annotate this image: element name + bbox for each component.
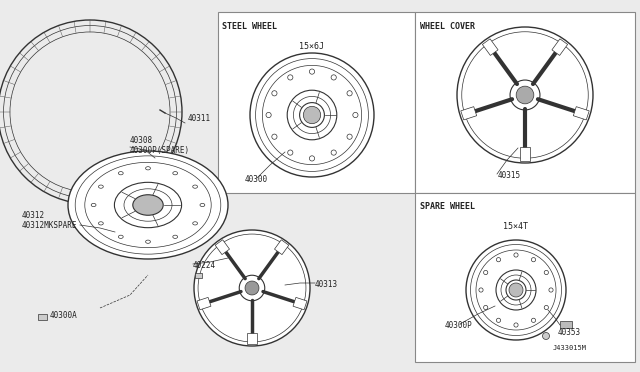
- Bar: [218, 12, 415, 193]
- Ellipse shape: [133, 195, 163, 215]
- Text: 40313: 40313: [315, 280, 338, 289]
- Text: WHEEL COVER: WHEEL COVER: [420, 22, 475, 31]
- Bar: [560, 321, 572, 328]
- Polygon shape: [248, 333, 257, 344]
- Text: 40300A: 40300A: [50, 311, 77, 320]
- Text: 40308: 40308: [130, 136, 153, 145]
- Polygon shape: [552, 39, 568, 55]
- Text: 40300: 40300: [245, 175, 268, 184]
- Text: 15×4T: 15×4T: [504, 222, 529, 231]
- Circle shape: [516, 86, 534, 104]
- Circle shape: [303, 106, 321, 124]
- Text: 40353: 40353: [558, 328, 581, 337]
- Text: SPARE WHEEL: SPARE WHEEL: [420, 202, 475, 211]
- Text: 40224: 40224: [193, 261, 216, 270]
- Text: 40312: 40312: [22, 211, 45, 220]
- Polygon shape: [215, 240, 230, 254]
- Text: 40312MKSPARE: 40312MKSPARE: [22, 221, 77, 230]
- Bar: [195, 273, 202, 278]
- Ellipse shape: [68, 151, 228, 259]
- Circle shape: [509, 283, 523, 297]
- Text: 15×6J: 15×6J: [300, 42, 324, 51]
- Bar: [415, 12, 635, 193]
- Polygon shape: [293, 297, 307, 310]
- Circle shape: [543, 333, 550, 340]
- Polygon shape: [197, 297, 211, 310]
- Text: 40315: 40315: [498, 171, 521, 180]
- Text: STEEL WHEEL: STEEL WHEEL: [222, 22, 277, 31]
- Polygon shape: [461, 107, 477, 120]
- Polygon shape: [275, 240, 289, 254]
- Polygon shape: [520, 147, 530, 161]
- Circle shape: [194, 230, 310, 346]
- Circle shape: [245, 281, 259, 295]
- Text: 40311: 40311: [188, 114, 211, 123]
- Polygon shape: [573, 107, 589, 120]
- Bar: [415, 193, 635, 362]
- Polygon shape: [483, 39, 498, 55]
- Text: 40300P: 40300P: [445, 321, 473, 330]
- Text: 40300P(SPARE): 40300P(SPARE): [130, 146, 190, 155]
- Text: J433015M: J433015M: [553, 345, 587, 351]
- Bar: [38, 314, 47, 320]
